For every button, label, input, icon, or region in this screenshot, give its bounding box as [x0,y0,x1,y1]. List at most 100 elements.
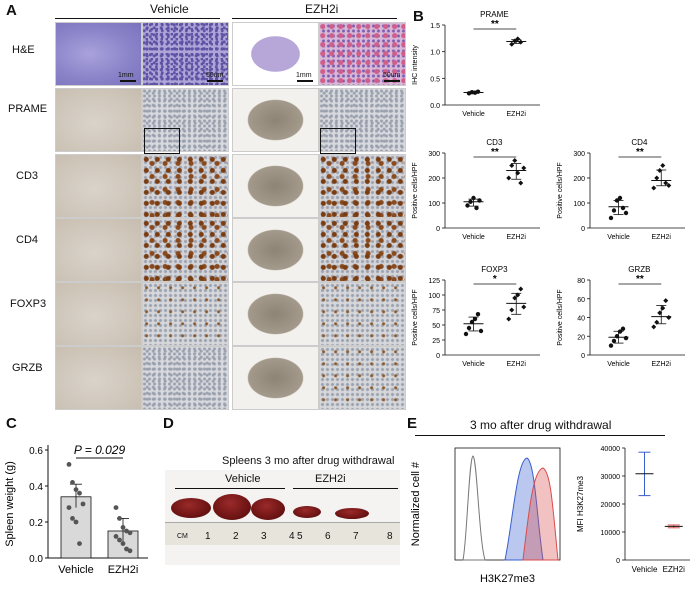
data-point [666,315,672,320]
x-tick-label: EZH2i [108,564,139,576]
micrograph-cd4-vehicle-high [142,218,229,282]
micrograph-cd4-ezh2i-high [319,218,406,282]
data-point [521,304,527,310]
x-tick-label: Vehicle [462,234,485,241]
spleen [251,498,285,520]
spleen-group-vehicle: Vehicle [225,473,261,485]
data-point [120,525,126,530]
micrograph-prame-vehicle-low [55,88,142,152]
mfi-y-label: MFI H3K27me3 [576,475,585,532]
y-tick-label: 0.6 [29,446,43,457]
data-point [623,335,629,341]
x-tick-label: Vehicle [607,234,630,241]
micrograph-grzb-vehicle-low [55,346,142,410]
y-tick-label: 30000 [601,474,621,481]
significance-marker: * [493,274,497,285]
y-tick-label: 100 [573,201,585,208]
ezh2i-bracket [293,488,398,489]
y-tick-label: 300 [573,151,585,158]
y-tick-label: 80 [577,278,585,285]
data-point [651,185,657,191]
chart-title: FOXP3 [481,265,508,274]
y-tick-label: 125 [428,278,440,285]
chart-title: GRZB [628,265,650,274]
row-label-he: H&E [12,44,35,56]
data-point [80,501,86,507]
ruler-number: 2 [233,531,239,542]
data-point [611,338,617,344]
data-point [506,316,512,322]
data-point [663,298,669,304]
micrograph-cd4-ezh2i-low [232,218,319,282]
y-tick-label: 0.2 [29,518,43,529]
ruler-number: 8 [387,531,393,542]
data-point [660,163,666,168]
panel-a-letter: A [6,2,17,19]
data-point [518,180,524,186]
micrograph-prame-ezh2i-high [319,88,406,152]
y-tick-label: 75 [432,308,440,315]
y-tick-label: 20000 [601,502,621,509]
panel-d-title: Spleens 3 mo after drug withdrawal [222,455,395,467]
y-tick-label: 100 [428,293,440,300]
panel-e-bracket [415,435,665,436]
data-point [70,516,75,521]
micrograph-foxp3-vehicle-low [55,282,142,346]
y-tick-label: 60 [577,297,585,304]
row-label-prame: PRAME [8,103,48,115]
inset-box [320,128,356,154]
significance-marker: ** [636,274,644,285]
data-point [466,325,472,331]
data-point [73,487,79,492]
y-axis-label: Positive cells/HPF [557,289,564,345]
y-tick-label: 100 [428,201,440,208]
data-point [611,208,617,213]
micrograph-he-vehicle-high [142,22,229,86]
scale-label-50um: 50um [206,72,224,79]
y-tick-label: 10000 [601,530,621,537]
y-axis-label: Positive cells/HPF [412,162,419,218]
x-tick-label: EZH2i [507,111,527,118]
micrograph-cd3-vehicle-high [142,154,229,218]
y-tick-label: 0 [581,353,585,360]
data-point [521,165,527,171]
y-tick-label: 0.5 [430,76,440,83]
x-tick-label: EZH2i [507,361,527,368]
data-point [509,307,515,313]
group-label-ezh2i: EZH2i [305,2,339,16]
data-point [113,534,119,539]
data-point [77,541,82,546]
scale-label-50um: 50um [383,72,401,79]
y-axis-label: Positive cells/HPF [557,162,564,218]
histogram-x-label: H3K27me3 [480,573,535,585]
data-point [66,462,72,467]
spleen [213,494,251,520]
y-axis-label: Spleen weight (g) [4,461,16,547]
y-tick-label: 0.0 [430,103,440,110]
row-label-cd4: CD4 [16,234,39,246]
histogram-ezh2i-curve [522,467,559,561]
ruler-number: 6 [325,531,331,542]
ruler-unit-label: CM [177,533,188,540]
p-value-label: P = 0.029 [74,443,126,457]
data-point [654,175,660,181]
panel-e-letter: E [407,415,418,432]
y-tick-label: 0 [436,226,440,233]
significance-marker: ** [491,19,499,30]
spleen-group-ezh2i: EZH2i [315,473,346,485]
group-label-vehicle: Vehicle [150,2,189,16]
panel-c-chart: 0.0 0.2 0.4 0.6 Spleen weight (g) Vehicle EZH2… [4,443,148,576]
y-tick-label: 200 [428,176,440,183]
y-tick-label: 20 [577,334,585,341]
x-tick-label: EZH2i [663,565,685,574]
ruler-number: 3 [261,531,267,542]
data-point [509,41,515,47]
micrograph-he-ezh2i-low [232,22,319,86]
data-point [663,180,669,186]
scale-label-1mm: 1mm [296,72,312,79]
panel-e-title: 3 mo after drug withdrawal [470,418,612,432]
y-tick-label: 0 [616,558,620,565]
x-tick-label: Vehicle [58,564,93,576]
data-point [608,343,614,348]
data-point [73,519,79,525]
